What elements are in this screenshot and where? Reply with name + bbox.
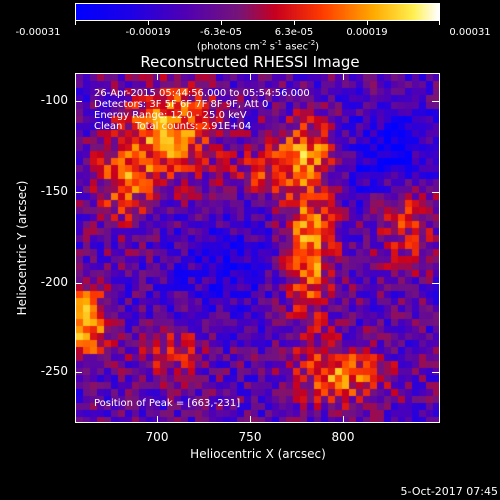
y-tick-label: -200 <box>40 275 68 289</box>
y-tick <box>432 192 439 193</box>
colorbar-label: 0.00031 <box>449 27 491 38</box>
rhessi-image: 26-Apr-2015 05:44:56.000 to 05:54:56.000… <box>75 73 440 423</box>
x-tick-label: 700 <box>145 430 169 444</box>
y-tick <box>432 372 439 373</box>
image-canvas <box>76 74 439 422</box>
y-tick <box>75 283 82 284</box>
y-tick <box>75 372 82 373</box>
x-tick <box>343 416 344 423</box>
colorbar-units: (photons cm-2 s-1 asec-2) <box>196 39 320 53</box>
x-tick <box>157 73 158 80</box>
x-tick <box>250 416 251 423</box>
annotation-peak: Position of Peak = [663,-231] <box>94 398 241 409</box>
colorbar-label: 6.3e-05 <box>274 27 314 38</box>
colorbar-tick <box>439 21 440 25</box>
y-tick-label: -100 <box>40 93 68 107</box>
colorbar-label: -0.00031 <box>15 27 61 38</box>
annotation-time-range: 26-Apr-2015 05:44:56.000 to 05:54:56.000 <box>94 88 310 99</box>
colorbar <box>75 3 440 21</box>
x-tick <box>343 73 344 80</box>
y-tick <box>432 101 439 102</box>
annotation-method: Clean Total counts: 2.91E+04 <box>94 121 252 132</box>
annotation-detectors: Detectors: 3F 5F 6F 7F 8F 9F, Att 0 <box>94 99 269 110</box>
colorbar-tick <box>221 21 222 25</box>
colorbar-label: 0.00019 <box>346 27 388 38</box>
x-tick-label: 800 <box>331 430 355 444</box>
colorbar-tick <box>75 21 76 25</box>
footer-date: 5-Oct-2017 07:45 <box>400 485 498 498</box>
y-tick-label: -250 <box>40 364 68 378</box>
x-tick-label: 750 <box>238 430 262 444</box>
colorbar-tick <box>367 21 368 25</box>
x-tick <box>250 73 251 80</box>
annotation-energy: Energy Range: 12.0 - 25.0 keV <box>94 110 247 121</box>
colorbar-tick <box>148 21 149 25</box>
colorbar-tick <box>294 21 295 25</box>
colorbar-label: -0.00019 <box>125 27 171 38</box>
y-tick <box>75 101 82 102</box>
plot-title: Reconstructed RHESSI Image <box>140 53 360 71</box>
y-axis-title: Heliocentric Y (arcsec) <box>15 180 29 316</box>
colorbar-label: -6.3e-05 <box>200 27 242 38</box>
x-axis-title: Heliocentric X (arcsec) <box>190 447 326 461</box>
y-tick-label: -150 <box>40 184 68 198</box>
y-tick <box>75 192 82 193</box>
x-tick <box>157 416 158 423</box>
y-tick <box>432 283 439 284</box>
